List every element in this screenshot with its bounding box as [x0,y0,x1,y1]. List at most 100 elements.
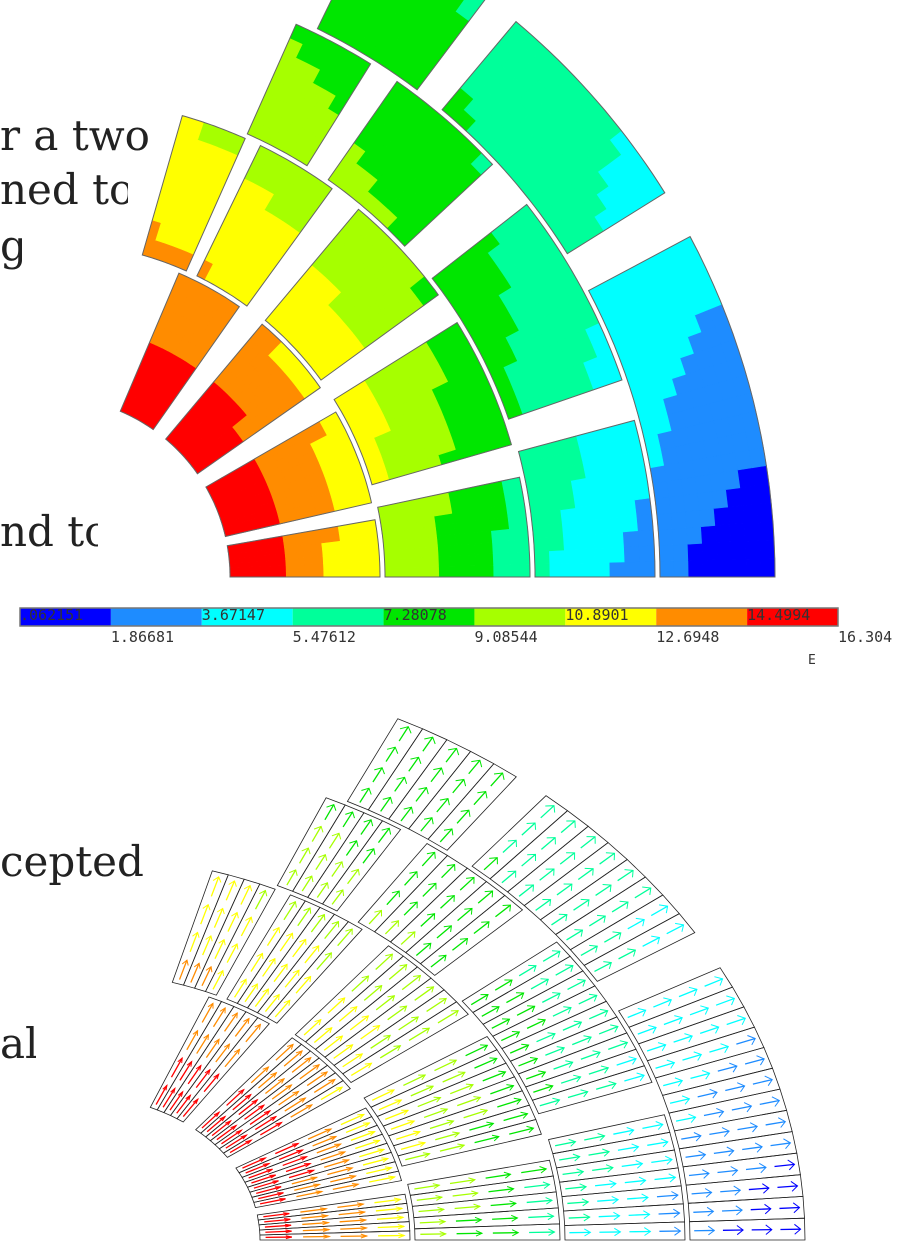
contour-plot [120,0,775,577]
field-arrow [527,1020,545,1029]
field-arrow [251,1067,268,1083]
field-arrow [667,925,684,934]
field-arrow [225,1013,238,1031]
field-arrow [275,1000,290,1017]
contour-cell [561,508,578,523]
field-arrow [401,932,415,945]
contour-cell [625,562,640,577]
field-arrow [629,1214,650,1215]
contour-cell [728,506,744,525]
contour-cell [622,515,638,532]
field-arrow [608,1042,627,1049]
field-arrow [495,980,512,990]
contour-cell [493,553,512,566]
contour-cell [511,539,530,553]
field-arrow [440,829,452,842]
contour-cell [384,549,403,559]
contour-cell [681,477,698,496]
field-arrow [771,1143,791,1146]
field-arrow [569,1217,590,1218]
contour-cell [673,528,688,545]
field-arrow [596,885,611,895]
field-arrow [437,926,451,938]
contour-cell [577,520,593,535]
contour-cell [674,561,689,577]
field-arrow [543,951,560,961]
contour-cell [714,507,730,526]
field-arrow [346,841,356,856]
cable-strand [655,1048,772,1096]
contour-cell [667,479,684,497]
field-arrow [371,1035,391,1048]
contour-cell [457,566,475,577]
field-arrow [469,760,480,773]
contour-cell [565,563,580,577]
field-arrow [567,930,583,940]
contour-cell [640,561,655,577]
field-arrow [659,1213,680,1214]
field-arrow [492,1218,517,1219]
contour-cell [305,563,324,570]
contour-cell [549,537,565,551]
contour-cell [637,514,653,531]
colorbar-cell [111,608,202,626]
field-arrow [292,1177,317,1184]
contour-cell [685,510,701,528]
contour-cell [623,531,639,547]
field-arrow [597,1200,618,1202]
field-arrow [714,1151,734,1154]
field-arrow [289,1170,314,1177]
contour-cell [759,521,775,540]
field-arrow [438,1011,458,1023]
contour-cell [746,559,761,577]
field-arrow [300,1065,319,1079]
field-arrow [506,993,523,1003]
field-arrow [450,1180,475,1184]
contour-cell [744,522,760,541]
field-arrow [387,891,399,905]
contour-cell [476,565,494,577]
field-arrow [635,888,651,898]
field-arrow [423,883,436,896]
field-arrow [722,1210,742,1211]
field-arrow [378,1226,404,1227]
contour-cell [385,559,404,569]
field-arrow [285,970,299,987]
contour-cell [615,470,632,488]
contour-cell [635,498,652,515]
contour-cell [580,563,595,577]
contour-cell [421,557,440,568]
contour-cell [439,566,457,577]
field-arrow [351,1132,375,1141]
field-arrow [171,1058,182,1077]
contour-cell [342,569,361,577]
field-arrow [536,900,551,911]
field-arrow [245,984,257,1002]
contour-cell [509,527,528,541]
contour-cell [549,550,565,564]
field-arrow [599,1216,620,1217]
contour-cell [492,541,511,554]
contour-cell [286,571,305,577]
colorbar-label: 1.86681 [111,628,174,646]
cable-strand [549,1115,670,1154]
field-arrow [180,1062,192,1081]
contour-cell [671,511,687,529]
contour-cell [605,502,622,519]
field-arrow [346,1123,369,1132]
field-arrow [574,900,589,910]
field-arrow [296,977,311,994]
field-arrow [274,964,287,981]
contour-cell [741,486,757,506]
colorbar-label: 9.08544 [474,628,537,646]
contour-cell [361,569,380,577]
cable-strand [473,956,583,1024]
field-arrow [314,1028,331,1043]
field-arrow [304,1020,321,1035]
field-arrow [230,1140,251,1152]
contour-cell [564,549,580,563]
field-arrow [446,748,457,762]
field-arrow [308,1129,331,1139]
field-arrow [325,805,334,820]
cable-strand [683,1153,800,1185]
